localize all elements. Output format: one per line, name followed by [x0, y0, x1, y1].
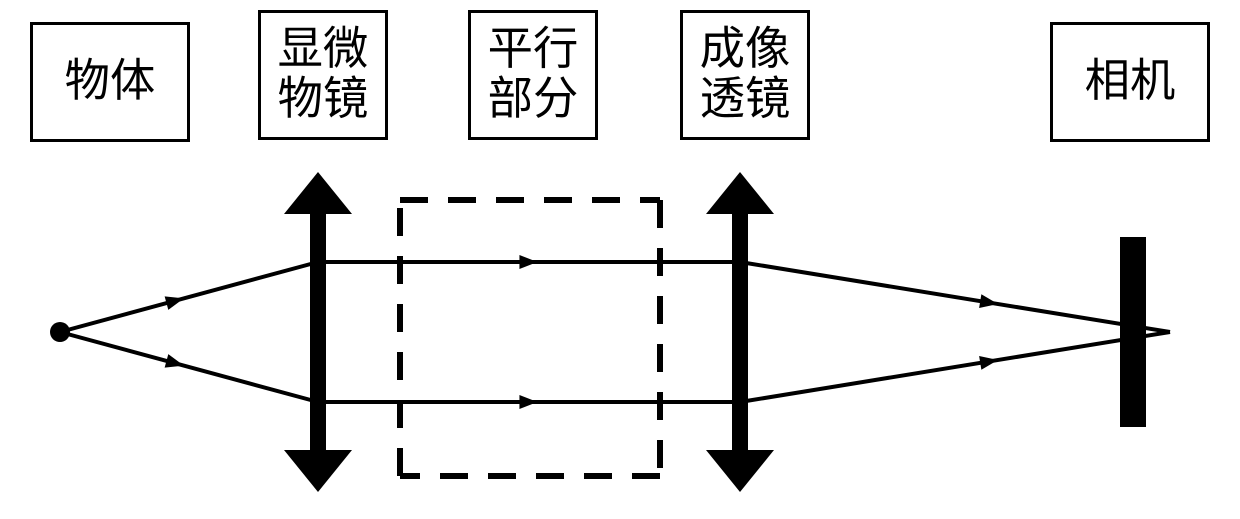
optics-svg	[0, 0, 1240, 519]
optical-diagram: 物体 显微 物镜 平行 部分 成像 透镜 相机	[0, 0, 1240, 519]
